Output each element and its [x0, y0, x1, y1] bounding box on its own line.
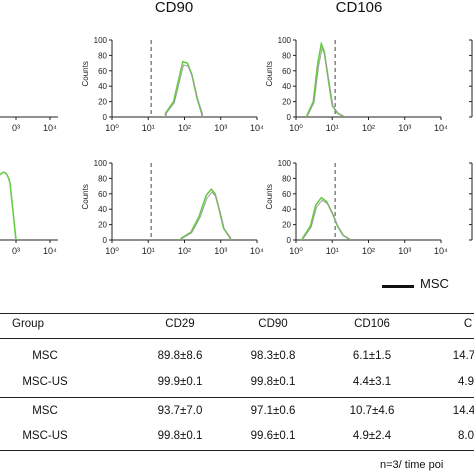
x-tick-label-2-cd90-2: 10² — [178, 246, 191, 256]
y-tick-label-1-cd90-3: 60 — [98, 67, 107, 76]
table-bottom-rule — [0, 450, 474, 451]
y-tick-label-2-cd90-2: 40 — [98, 205, 107, 214]
table-row-1-partial: 14.7 — [452, 350, 474, 362]
table-row-2-cd29: 99.9±0.1 — [157, 376, 203, 388]
y-tick-label-1-cd90-1: 20 — [98, 98, 107, 107]
histogram-grid: 0 20 40 60 80 100 10⁰ 10¹ 10² 10³ 10⁴ Counts 0 20 40 60… — [0, 36, 473, 256]
left-x-tick-label-a-1: 0³ — [12, 246, 20, 256]
histogram-overlay-2-cd90-series-0 — [181, 191, 232, 241]
table-row-4-cd106: 4.9±2.4 — [352, 430, 392, 442]
table-header-rule — [0, 338, 474, 339]
table-row-1-cd106: 6.1±1.5 — [352, 350, 392, 362]
x-tick-label-2-cd106-0: 10⁰ — [289, 246, 303, 256]
table-row-4-cd29: 99.8±0.1 — [157, 430, 203, 442]
table-header-cd106: CD106 — [354, 318, 390, 330]
y-tick-label-1-cd90-5: 100 — [94, 36, 108, 45]
y-tick-label-2-cd106-1: 20 — [282, 221, 291, 230]
y-tick-label-1-cd106-3: 60 — [282, 67, 291, 76]
panel-title-cd106: CD106 — [335, 0, 383, 16]
y-tick-label-1-cd90-0: 0 — [103, 113, 108, 122]
x-tick-label-2-cd90-1: 10¹ — [142, 246, 155, 256]
y-axis-label-1-cd106: Counts — [265, 61, 274, 86]
table-header-cd90: CD90 — [258, 318, 288, 330]
x-tick-label-1-cd106-2: 10² — [362, 123, 375, 133]
table-row-1-group: MSC — [32, 350, 58, 362]
x-tick-label-1-cd106-3: 10³ — [398, 123, 411, 133]
y-tick-label-1-cd106-0: 0 — [287, 113, 292, 122]
histogram-2-cd90-series-0 — [180, 187, 231, 241]
y-axis-label-2-cd90: Counts — [81, 184, 90, 209]
table-row-2-cd90: 99.8±0.1 — [250, 376, 296, 388]
left-x-tick-label-b-0: 10⁴ — [43, 123, 57, 133]
left-partial-histogram-curve — [0, 171, 17, 241]
x-tick-label-1-cd90-1: 10¹ — [142, 123, 155, 133]
y-tick-label-1-cd90-2: 40 — [98, 82, 107, 91]
table-row-2-cd106: 4.4±3.1 — [352, 376, 392, 388]
x-tick-label-1-cd106-0: 10⁰ — [289, 123, 303, 133]
table-row-3-partial: 14.4 — [452, 405, 474, 417]
y-tick-label-1-cd106-5: 100 — [278, 36, 292, 45]
table-row-3-cd29: 93.7±7.0 — [157, 405, 203, 417]
x-tick-label-2-cd90-4: 10⁴ — [250, 246, 264, 256]
y-tick-label-1-cd90-4: 80 — [98, 51, 107, 60]
table-mid-rule — [0, 397, 474, 398]
table-row-1-cd29: 89.8±8.6 — [157, 350, 203, 362]
x-tick-label-2-cd106-1: 10¹ — [326, 246, 339, 256]
table-row-4-cd90: 99.6±0.1 — [250, 430, 296, 442]
y-axis-label-1-cd90: Counts — [81, 61, 90, 86]
y-tick-label-1-cd106-1: 20 — [282, 98, 291, 107]
y-tick-label-2-cd106-0: 0 — [287, 236, 292, 245]
y-tick-label-2-cd90-3: 60 — [98, 190, 107, 199]
y-tick-label-2-cd106-4: 80 — [282, 174, 291, 183]
x-tick-label-2-cd90-3: 10³ — [214, 246, 227, 256]
y-tick-label-2-cd90-5: 100 — [94, 159, 108, 168]
y-tick-label-2-cd106-5: 100 — [278, 159, 292, 168]
y-tick-label-2-cd106-3: 60 — [282, 190, 291, 199]
legend-line-msc — [382, 285, 414, 288]
y-tick-label-2-cd90-1: 20 — [98, 221, 107, 230]
left-x-tick-label-b-1: 10⁴ — [43, 246, 57, 256]
table-row-3-group: MSC — [32, 405, 58, 417]
y-tick-label-1-cd106-2: 40 — [282, 82, 291, 91]
x-tick-label-1-cd90-0: 10⁰ — [105, 123, 119, 133]
table-row-4-group: MSC-US — [22, 430, 68, 442]
table-top-rule — [0, 313, 474, 314]
table-row-3-cd106: 10.7±4.6 — [349, 405, 395, 417]
x-tick-label-1-cd90-3: 10³ — [214, 123, 227, 133]
x-tick-label-1-cd90-2: 10² — [178, 123, 191, 133]
table-header-partial: C — [463, 318, 473, 330]
x-tick-label-1-cd90-4: 10⁴ — [250, 123, 264, 133]
panel-title-cd90: CD90 — [154, 0, 194, 16]
y-axis-label-2-cd106: Counts — [265, 184, 274, 209]
y-tick-label-2-cd90-4: 80 — [98, 174, 107, 183]
x-tick-label-2-cd106-2: 10² — [362, 246, 375, 256]
table-row-2-group: MSC-US — [22, 376, 68, 388]
table-row-3-cd90: 97.1±0.6 — [250, 405, 296, 417]
table-row-1-cd90: 98.3±0.8 — [250, 350, 296, 362]
y-tick-label-1-cd106-4: 80 — [282, 51, 291, 60]
table-row-4-partial: 8.0 — [458, 430, 474, 442]
y-tick-label-2-cd90-0: 0 — [103, 236, 108, 245]
table-footnote: n=3/ time poi — [380, 459, 444, 471]
x-tick-label-1-cd106-4: 10⁴ — [434, 123, 448, 133]
histogram-overlay-1-cd90-series-0 — [165, 64, 204, 118]
histogram-1-cd90-series-0 — [164, 60, 203, 118]
table-header-cd29: CD29 — [165, 318, 195, 330]
legend-label-msc: MSC — [420, 276, 449, 291]
left-x-tick-label-a-0: 0³ — [12, 123, 20, 133]
histogram-overlay-2-cd106-series-0 — [302, 199, 351, 241]
x-tick-label-2-cd106-3: 10³ — [398, 246, 411, 256]
table-row-2-partial: 4.9 — [458, 376, 474, 388]
x-tick-label-1-cd106-1: 10¹ — [326, 123, 339, 133]
x-tick-label-2-cd106-4: 10⁴ — [434, 246, 448, 256]
histogram-overlay-1-cd106-series-0 — [307, 46, 345, 118]
x-tick-label-2-cd90-0: 10⁰ — [105, 246, 119, 256]
y-tick-label-2-cd106-2: 40 — [282, 205, 291, 214]
table-header-group: Group — [12, 318, 44, 330]
